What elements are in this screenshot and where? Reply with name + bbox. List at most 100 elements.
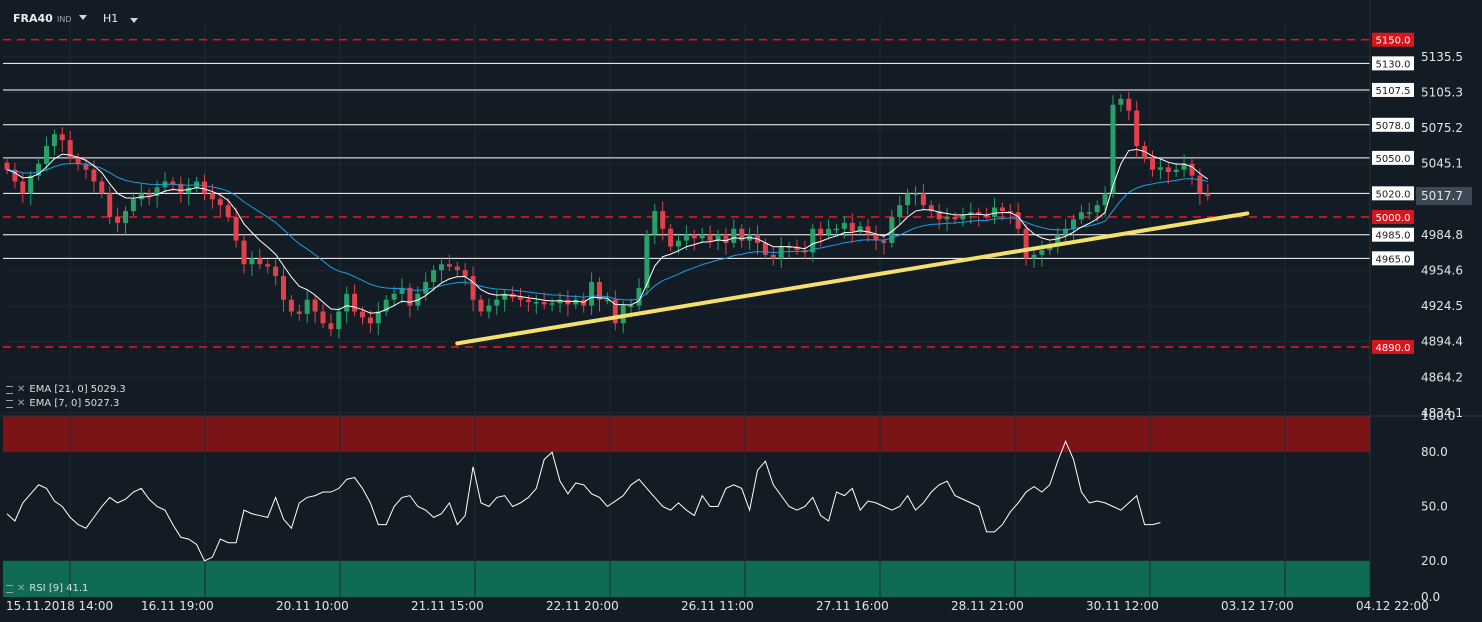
ema7-line	[6, 148, 1209, 314]
candle-body	[12, 169, 18, 182]
price-tick-label: 5135.5	[1421, 50, 1463, 64]
timeframe-dropdown-icon[interactable]	[130, 18, 138, 23]
level-tag	[1372, 32, 1414, 47]
candle-body	[549, 303, 555, 305]
level-label: 5078.0	[1376, 121, 1411, 132]
candlesticks	[4, 91, 1211, 339]
candle-body	[992, 207, 997, 217]
candle-body	[170, 181, 176, 184]
candle-body	[541, 302, 547, 305]
candle-body	[1047, 246, 1053, 251]
price-tick-label: 5105.3	[1421, 86, 1463, 100]
price-tick-label: 4984.8	[1421, 228, 1463, 242]
candle-body	[691, 234, 697, 239]
candle-body	[217, 199, 223, 206]
candle-body	[1173, 169, 1179, 173]
candle-body	[233, 216, 239, 241]
candle-body	[676, 240, 681, 247]
trendline-path	[455, 211, 1250, 346]
level-label: 5107.5	[1376, 86, 1411, 97]
candle-body	[36, 163, 42, 176]
legend-ema7[interactable]: ✕ EMA [7, 0] 5027.3	[6, 398, 119, 409]
menu-icon[interactable]	[6, 385, 13, 394]
candle-body	[818, 228, 824, 235]
legend-ema21[interactable]: ✕ EMA [21, 0] 5029.3	[6, 384, 126, 395]
candle-body	[944, 216, 950, 220]
price-tick-label: 5045.1	[1421, 157, 1463, 171]
ema21-line	[6, 163, 1208, 301]
candle-body	[952, 216, 958, 220]
candle-body	[1157, 167, 1163, 170]
candle-body	[154, 187, 160, 196]
candle-body	[557, 299, 563, 304]
level-lines[interactable]: 5150.0 5130.0 5107.5 5078.0 5050.0 5020.0 5000…	[3, 32, 1414, 354]
current-price-label: 5017.7	[1421, 189, 1463, 203]
candle-body	[320, 311, 326, 324]
rsi-tick-label: 50.0	[1421, 500, 1448, 514]
timeframe-selector[interactable]: H1	[103, 12, 119, 25]
candle-body	[4, 162, 10, 170]
candle-body	[1134, 110, 1140, 147]
candle-body	[454, 266, 460, 271]
price-tick-label: 4894.4	[1421, 335, 1463, 349]
legend-rsi[interactable]: ✕ RSI [9] 41.1	[6, 583, 88, 594]
candle-body	[999, 207, 1005, 212]
candle-body	[123, 211, 128, 223]
candle-body	[636, 287, 642, 306]
candle-body	[1094, 205, 1100, 213]
candle-body	[1063, 228, 1069, 235]
candle-body	[91, 169, 97, 182]
menu-icon[interactable]	[6, 584, 13, 593]
candle-body	[1102, 193, 1108, 206]
candle-body	[786, 246, 792, 249]
candle-body	[249, 258, 255, 265]
trendline[interactable]	[455, 211, 1250, 346]
candle-body	[1126, 98, 1132, 111]
candle-body	[186, 187, 192, 194]
candle-body	[1039, 250, 1045, 255]
candle-body	[51, 134, 57, 147]
rsi-tick-label: 80.0	[1421, 445, 1448, 459]
level-tag	[1372, 251, 1414, 266]
candle-body	[1086, 212, 1092, 214]
instrument-type: IND	[57, 15, 72, 24]
candle-body	[328, 323, 334, 330]
close-icon[interactable]: ✕	[17, 384, 26, 395]
close-icon[interactable]: ✕	[17, 398, 26, 409]
candle-body	[115, 216, 121, 223]
rsi-overbought-zone	[3, 416, 1370, 453]
menu-icon[interactable]	[6, 399, 13, 408]
candle-body	[612, 299, 618, 324]
candle-body	[107, 193, 113, 217]
candle-body	[1189, 163, 1195, 176]
candle-body	[288, 299, 294, 312]
candle-body	[225, 205, 231, 217]
candle-body	[1118, 98, 1124, 105]
candle-body	[1055, 234, 1061, 247]
candle-body	[1197, 175, 1203, 194]
candle-body	[296, 311, 302, 314]
candle-body	[794, 246, 800, 251]
level-label: 5000.0	[1376, 213, 1411, 224]
candle-body	[597, 281, 602, 300]
close-icon[interactable]: ✕	[17, 583, 26, 594]
candle-body	[502, 293, 508, 300]
price-tick-label: 5075.2	[1421, 121, 1463, 135]
rsi-line	[6, 440, 1161, 562]
candle-body	[834, 228, 839, 231]
candle-body	[59, 134, 65, 141]
level-tag	[1372, 56, 1414, 71]
symbol-dropdown-icon[interactable]	[79, 15, 87, 20]
candle-body	[1165, 167, 1171, 173]
level-tag	[1372, 82, 1414, 97]
rsi-path	[6, 440, 1161, 562]
symbol-selector[interactable]: FRA40	[13, 12, 53, 25]
date-tick-label: 04.12 22:00	[1356, 599, 1429, 613]
candle-body	[383, 299, 389, 312]
candle-body	[604, 299, 610, 302]
candle-body	[1110, 104, 1116, 194]
candle-body	[202, 181, 207, 194]
candle-body	[344, 293, 350, 312]
